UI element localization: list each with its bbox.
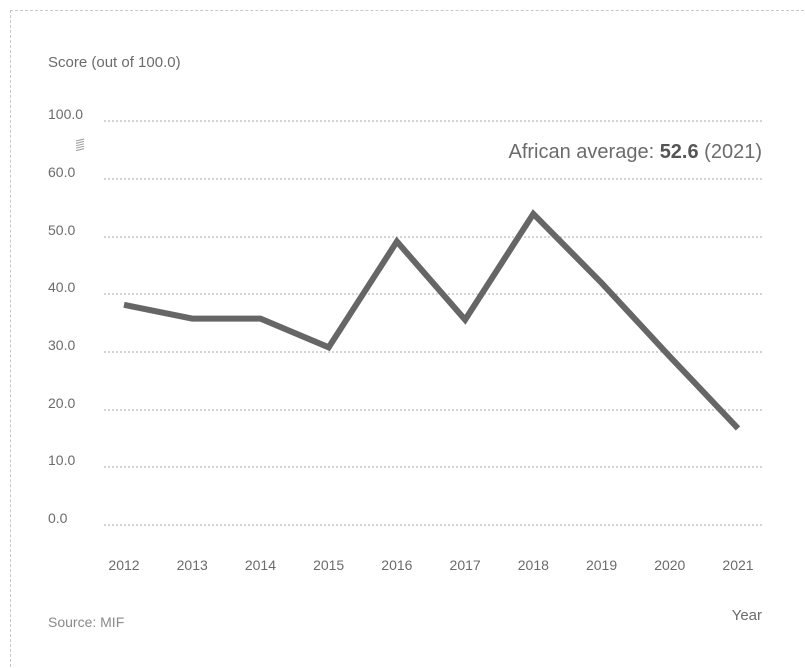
y-tick-label: 20.0 — [48, 395, 75, 411]
annotation-value: 52.6 — [659, 141, 699, 163]
y-axis-title: Score (out of 100.0) — [48, 54, 181, 71]
y-tick-label: 0.0 — [48, 510, 68, 526]
annotation-prefix: African average: — [508, 141, 660, 163]
chart-frame — [10, 10, 804, 667]
x-tick-label: 2013 — [177, 557, 208, 573]
x-tick-label: 2020 — [654, 557, 685, 573]
x-tick-label: 2012 — [108, 557, 139, 573]
x-tick-label: 2019 — [586, 557, 617, 573]
x-axis-title: Year — [731, 607, 762, 624]
series-line — [123, 209, 741, 431]
x-tick-label: 2021 — [722, 557, 753, 573]
x-tick-label: 2017 — [450, 557, 481, 573]
y-tick-label: 30.0 — [48, 337, 75, 353]
x-tick-label: 2015 — [313, 557, 344, 573]
source-note: Source: MIF — [48, 614, 125, 630]
y-tick-label: 10.0 — [48, 452, 75, 468]
y-tick-label: 40.0 — [48, 279, 75, 295]
axis-break-icon — [75, 138, 85, 152]
annotation-suffix: (2021) — [698, 141, 762, 163]
x-tick-label: 2016 — [381, 557, 412, 573]
x-tick-label: 2018 — [518, 557, 549, 573]
y-tick-label: 100.0 — [48, 106, 83, 122]
x-tick-label: 2014 — [245, 557, 276, 573]
y-tick-label: 50.0 — [48, 222, 75, 238]
y-tick-label: 60.0 — [48, 164, 75, 180]
african-average-annotation: African average: 52.6 (2021) — [508, 141, 762, 164]
